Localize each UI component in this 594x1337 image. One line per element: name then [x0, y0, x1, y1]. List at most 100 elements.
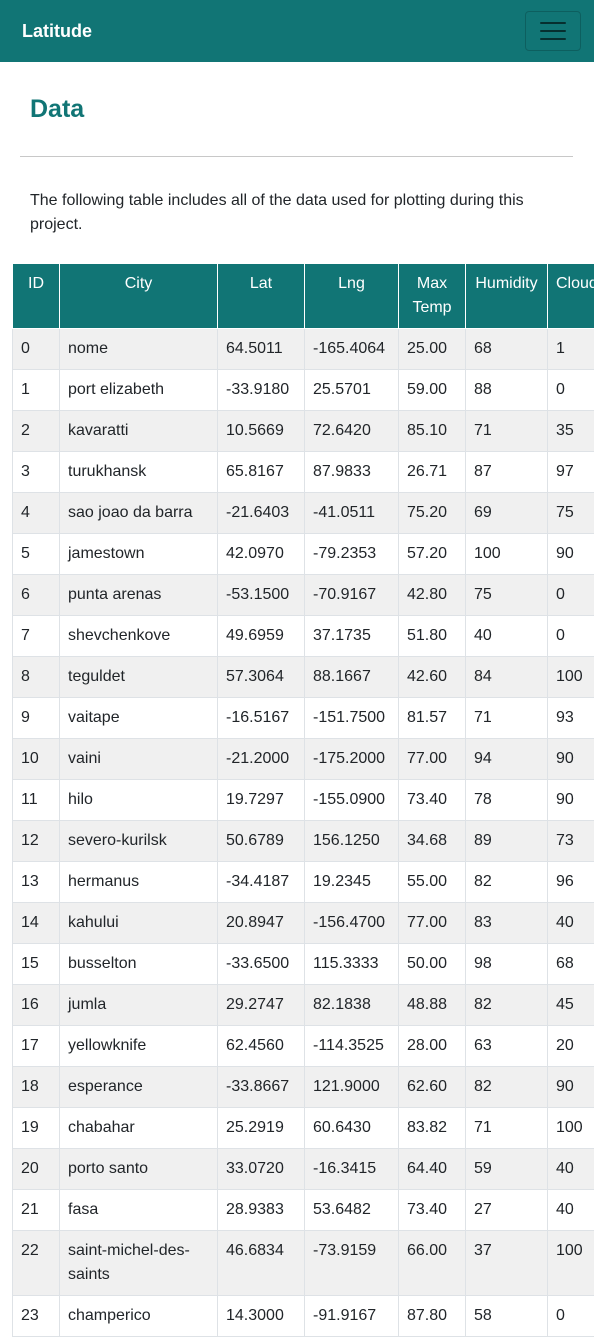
cell-humidity: 68 [466, 329, 548, 370]
cell-cloudiness: 100 [548, 657, 594, 698]
divider [20, 156, 573, 157]
cell-lng: -175.2000 [305, 739, 399, 780]
cell-id: 13 [13, 862, 60, 903]
cell-id: 2 [13, 411, 60, 452]
cell-max-temp: 73.40 [399, 1190, 466, 1231]
cell-id: 14 [13, 903, 60, 944]
menu-toggle-button[interactable] [525, 11, 581, 51]
cell-humidity: 69 [466, 493, 548, 534]
cell-cloudiness: 0 [548, 575, 594, 616]
navbar-brand[interactable]: Latitude [22, 21, 92, 42]
cell-city: champerico [60, 1296, 218, 1337]
cell-lat: -21.2000 [218, 739, 305, 780]
cell-cloudiness: 0 [548, 370, 594, 411]
cell-max-temp: 42.80 [399, 575, 466, 616]
cell-max-temp: 62.60 [399, 1067, 466, 1108]
cell-humidity: 87 [466, 452, 548, 493]
cell-humidity: 82 [466, 1067, 548, 1108]
cell-lat: 50.6789 [218, 821, 305, 862]
table-container[interactable]: ID City Lat Lng Max Temp Humidity Cloud … [12, 263, 594, 1337]
cell-humidity: 63 [466, 1026, 548, 1067]
cell-humidity: 59 [466, 1149, 548, 1190]
cell-cloudiness: 45 [548, 985, 594, 1026]
cell-lng: -70.9167 [305, 575, 399, 616]
cell-humidity: 84 [466, 657, 548, 698]
cell-max-temp: 50.00 [399, 944, 466, 985]
cell-lng: 115.3333 [305, 944, 399, 985]
hamburger-menu-icon [540, 22, 566, 40]
cell-humidity: 88 [466, 370, 548, 411]
cell-cloudiness: 0 [548, 616, 594, 657]
cell-max-temp: 75.20 [399, 493, 466, 534]
cell-max-temp: 48.88 [399, 985, 466, 1026]
cell-lat: 14.3000 [218, 1296, 305, 1337]
cell-lat: 33.0720 [218, 1149, 305, 1190]
page-title: Data [20, 62, 573, 124]
cell-cloudiness: 90 [548, 739, 594, 780]
cell-cloudiness: 40 [548, 903, 594, 944]
cell-cloudiness: 100 [548, 1231, 594, 1296]
cell-humidity: 40 [466, 616, 548, 657]
cell-lat: 65.8167 [218, 452, 305, 493]
cell-lat: 20.8947 [218, 903, 305, 944]
cell-cloudiness: 0 [548, 1296, 594, 1337]
cell-max-temp: 25.00 [399, 329, 466, 370]
cell-city: saint-michel-des-saints [60, 1231, 218, 1296]
cell-city: busselton [60, 944, 218, 985]
cell-lat: -33.8667 [218, 1067, 305, 1108]
cell-lng: 82.1838 [305, 985, 399, 1026]
cell-humidity: 82 [466, 862, 548, 903]
cell-lat: 42.0970 [218, 534, 305, 575]
cell-lat: 46.6834 [218, 1231, 305, 1296]
cell-humidity: 82 [466, 985, 548, 1026]
cell-lng: -156.4700 [305, 903, 399, 944]
cell-lng: 72.6420 [305, 411, 399, 452]
cell-max-temp: 64.40 [399, 1149, 466, 1190]
cell-lng: -79.2353 [305, 534, 399, 575]
cell-max-temp: 57.20 [399, 534, 466, 575]
cell-cloudiness: 68 [548, 944, 594, 985]
cell-cloudiness: 73 [548, 821, 594, 862]
cell-city: yellowknife [60, 1026, 218, 1067]
cell-cloudiness: 90 [548, 534, 594, 575]
cell-lat: 10.5669 [218, 411, 305, 452]
cell-city: vaini [60, 739, 218, 780]
cell-cloudiness: 40 [548, 1190, 594, 1231]
cell-humidity: 98 [466, 944, 548, 985]
cell-city: fasa [60, 1190, 218, 1231]
cell-max-temp: 81.57 [399, 698, 466, 739]
cell-max-temp: 83.82 [399, 1108, 466, 1149]
cell-lat: 57.3064 [218, 657, 305, 698]
cell-max-temp: 28.00 [399, 1026, 466, 1067]
cell-lng: 60.6430 [305, 1108, 399, 1149]
data-table: ID City Lat Lng Max Temp Humidity Cloud … [12, 263, 594, 1337]
cell-lng: -16.3415 [305, 1149, 399, 1190]
cell-cloudiness: 40 [548, 1149, 594, 1190]
cell-id: 1 [13, 370, 60, 411]
cell-id: 7 [13, 616, 60, 657]
cell-max-temp: 55.00 [399, 862, 466, 903]
cell-city: nome [60, 329, 218, 370]
cell-city: hermanus [60, 862, 218, 903]
cell-max-temp: 66.00 [399, 1231, 466, 1296]
cell-city: jamestown [60, 534, 218, 575]
cell-id: 23 [13, 1296, 60, 1337]
cell-lng: -155.0900 [305, 780, 399, 821]
cell-max-temp: 87.80 [399, 1296, 466, 1337]
cell-lng: -165.4064 [305, 329, 399, 370]
cell-cloudiness: 97 [548, 452, 594, 493]
cell-lng: 25.5701 [305, 370, 399, 411]
